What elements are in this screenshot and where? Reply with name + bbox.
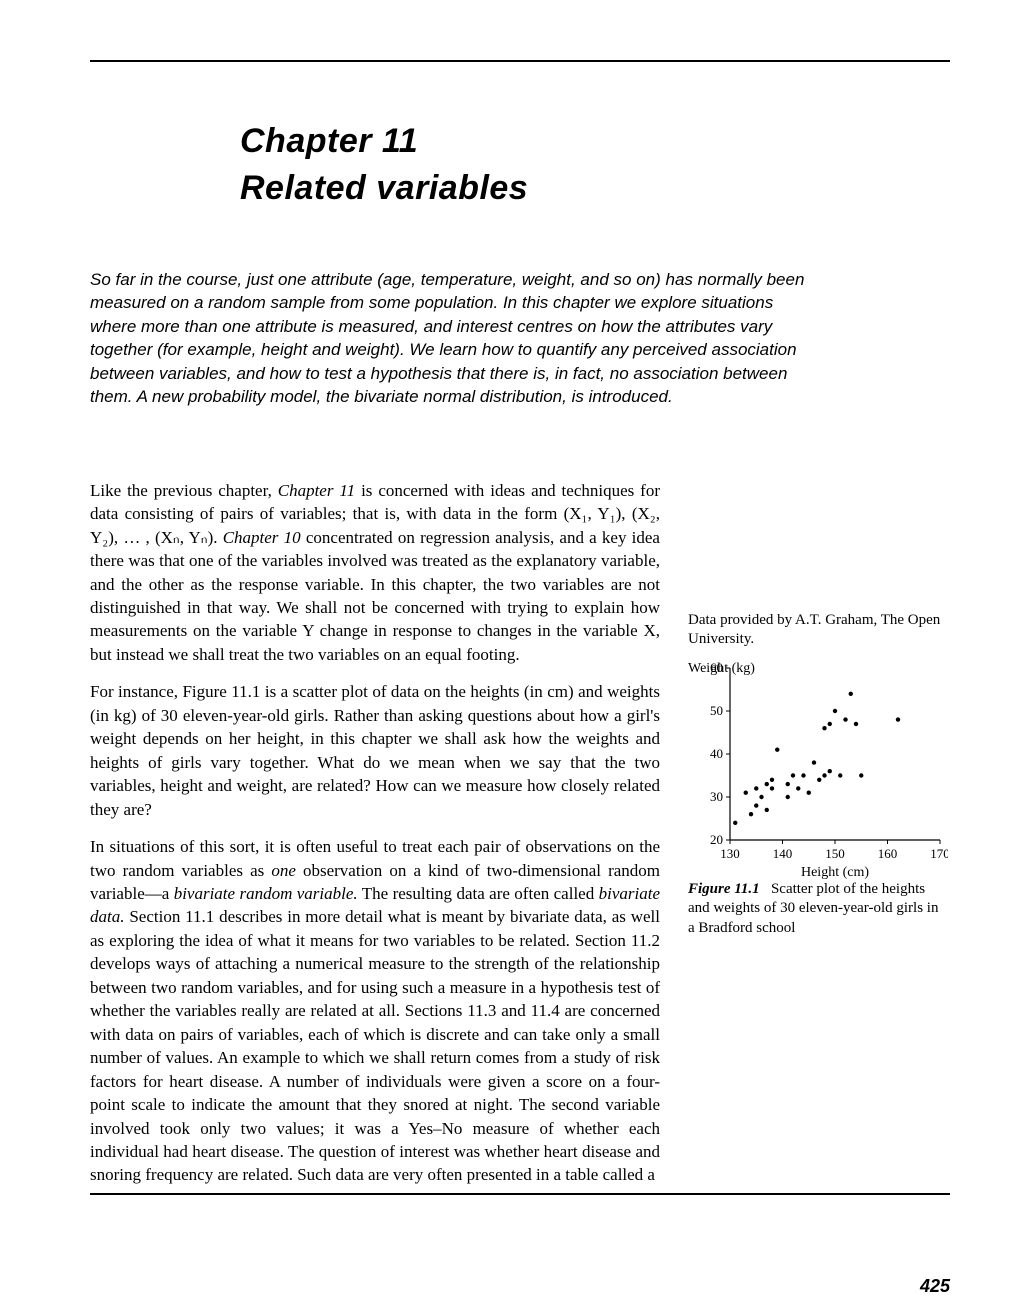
side-column: Data provided by A.T. Graham, The Open U…: [688, 479, 948, 1187]
body-text: The resulting data are often called: [358, 884, 599, 903]
data-credit: Data provided by A.T. Graham, The Open U…: [688, 611, 948, 650]
svg-text:40: 40: [710, 746, 723, 761]
svg-text:50: 50: [710, 703, 723, 718]
body-text-italic: Chapter 10: [223, 528, 301, 547]
figure-label: Figure 11.1: [688, 881, 760, 897]
body-text: Like the previous chapter,: [90, 481, 278, 500]
content-columns: Like the previous chapter, Chapter 11 is…: [90, 479, 950, 1187]
svg-text:170: 170: [930, 846, 948, 861]
body-text: Section 11.1 describes in more detail wh…: [90, 907, 660, 1184]
chapter-number: Chapter 11: [240, 122, 950, 161]
page-number: 425: [920, 1276, 950, 1297]
body-text-italic: one: [271, 861, 296, 880]
svg-text:160: 160: [878, 846, 898, 861]
svg-text:Height (cm): Height (cm): [801, 865, 869, 880]
bottom-rule: [90, 1193, 950, 1195]
main-column: Like the previous chapter, Chapter 11 is…: [90, 479, 660, 1187]
scatter-figure: Weight (kg)2030405060130140150160170Heig…: [688, 660, 948, 880]
chapter-title: Related variables: [240, 169, 950, 208]
body-para-2: For instance, Figure 11.1 is a scatter p…: [90, 680, 660, 821]
svg-text:150: 150: [825, 846, 845, 861]
top-rule: [90, 60, 950, 62]
svg-text:20: 20: [710, 832, 723, 847]
body-text-italic: Chapter 11: [278, 481, 355, 500]
body-text-italic: bivariate random variable.: [174, 884, 358, 903]
svg-text:60: 60: [710, 660, 723, 675]
chapter-intro: So far in the course, just one attribute…: [90, 268, 810, 409]
page: Chapter 11 Related variables So far in t…: [0, 0, 1020, 1315]
svg-text:30: 30: [710, 789, 723, 804]
figure-caption: Figure 11.1 Scatter plot of the heights …: [688, 880, 948, 939]
side-spacer: [688, 479, 948, 611]
svg-text:130: 130: [720, 846, 740, 861]
svg-text:140: 140: [773, 846, 793, 861]
body-text: concentrated on regression analysis, and…: [90, 528, 660, 664]
scatter-plot: Weight (kg)2030405060130140150160170Heig…: [688, 660, 948, 880]
body-para-1: Like the previous chapter, Chapter 11 is…: [90, 479, 660, 667]
body-para-3: In situations of this sort, it is often …: [90, 835, 660, 1187]
